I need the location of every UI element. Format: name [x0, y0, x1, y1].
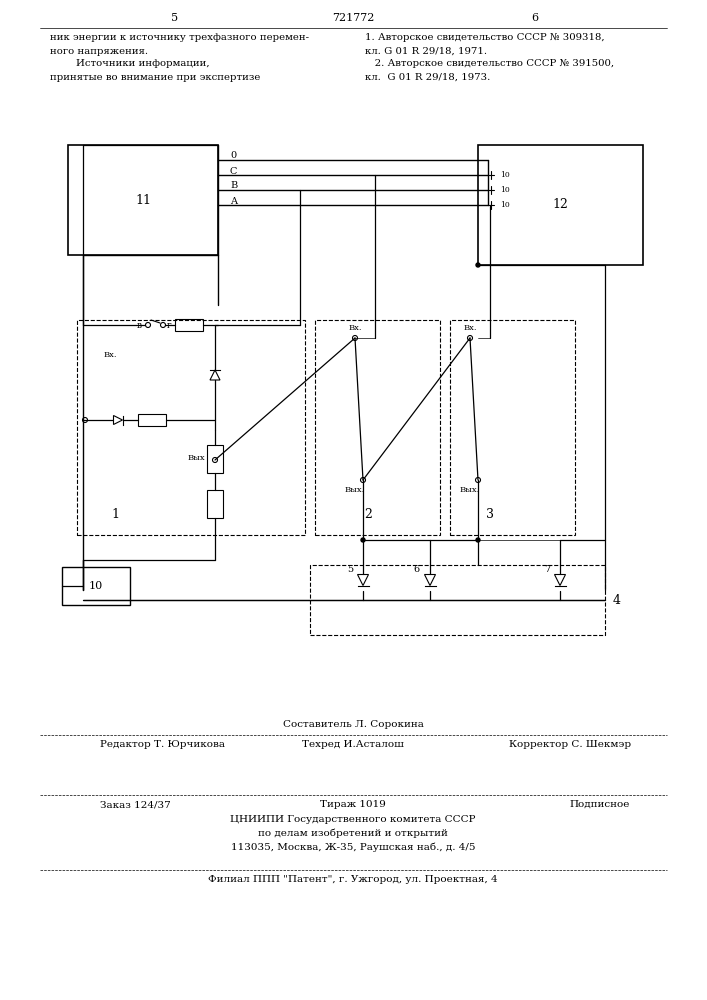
Text: ник энергии к источнику трехфазного перемен-: ник энергии к источнику трехфазного пере… [50, 33, 309, 42]
Text: 10: 10 [500, 201, 510, 209]
Text: 12: 12 [552, 198, 568, 212]
Text: г: г [167, 320, 172, 330]
Bar [450, 320, 575, 535]
Bar [62, 567, 130, 605]
Text: Корректор С. Шекмэр: Корректор С. Шекмэр [509, 740, 631, 749]
Text: A: A [230, 196, 237, 206]
Text: 10: 10 [89, 581, 103, 591]
Circle shape [476, 263, 480, 267]
Text: 0: 0 [230, 151, 236, 160]
Text: Вх.: Вх. [349, 324, 362, 332]
Text: 7: 7 [544, 566, 550, 574]
Text: Подписное: Подписное [570, 800, 630, 809]
Circle shape [476, 538, 480, 542]
Text: 6: 6 [414, 566, 420, 574]
Text: принятые во внимание при экспертизе: принятые во внимание при экспертизе [50, 73, 260, 82]
Text: 11: 11 [135, 194, 151, 207]
Text: B: B [230, 182, 238, 190]
Text: 4: 4 [613, 593, 621, 606]
Text: 10: 10 [500, 171, 510, 179]
Text: 3: 3 [486, 508, 494, 522]
Text: Вх.: Вх. [103, 351, 117, 359]
Text: Источники информации,: Источники информации, [50, 60, 209, 68]
Text: 2: 2 [364, 508, 372, 522]
Text: 1: 1 [111, 508, 119, 522]
Text: 2. Авторское свидетельство СССР № 391500,: 2. Авторское свидетельство СССР № 391500… [365, 60, 614, 68]
Bar [68, 145, 218, 255]
Text: Вых.: Вых. [345, 486, 365, 494]
Text: 1. Авторское свидетельство СССР № 309318,: 1. Авторское свидетельство СССР № 309318… [365, 33, 604, 42]
Text: Вх.: Вх. [463, 324, 477, 332]
Bar [315, 320, 440, 535]
Text: 113035, Москва, Ж-35, Раушская наб., д. 4/5: 113035, Москва, Ж-35, Раушская наб., д. … [230, 843, 475, 852]
Text: в: в [137, 320, 142, 330]
Text: Вых.: Вых. [460, 486, 480, 494]
Text: Составитель Л. Сорокина: Составитель Л. Сорокина [283, 720, 423, 729]
Bar [175, 319, 203, 331]
Circle shape [361, 538, 365, 542]
Bar [207, 445, 223, 473]
Text: Тираж 1019: Тираж 1019 [320, 800, 386, 809]
Text: ного напряжения.: ного напряжения. [50, 46, 148, 55]
Text: ЦНИИПИ Государственного комитета СССР: ЦНИИПИ Государственного комитета СССР [230, 815, 476, 824]
Bar [77, 320, 305, 535]
Text: Вых: Вых [187, 454, 205, 462]
Text: Редактор Т. Юрчикова: Редактор Т. Юрчикова [100, 740, 225, 749]
Text: 10: 10 [500, 186, 510, 194]
Text: 721772: 721772 [332, 13, 374, 23]
Text: Заказ 124/37: Заказ 124/37 [100, 800, 171, 809]
Bar [310, 565, 605, 635]
Bar [478, 145, 643, 265]
Text: кл.  G 01 R 29/18, 1973.: кл. G 01 R 29/18, 1973. [365, 73, 491, 82]
Text: 5: 5 [347, 566, 353, 574]
Text: C: C [230, 166, 238, 176]
Text: по делам изобретений и открытий: по делам изобретений и открытий [258, 829, 448, 838]
Text: кл. G 01 R 29/18, 1971.: кл. G 01 R 29/18, 1971. [365, 46, 487, 55]
Bar [207, 490, 223, 518]
Text: Филиал ППП "Патент", г. Ужгород, ул. Проектная, 4: Филиал ППП "Патент", г. Ужгород, ул. Про… [208, 875, 498, 884]
Text: 6: 6 [532, 13, 539, 23]
Text: 5: 5 [171, 13, 179, 23]
Bar [138, 414, 166, 426]
Text: Техред И.Асталош: Техред И.Асталош [302, 740, 404, 749]
